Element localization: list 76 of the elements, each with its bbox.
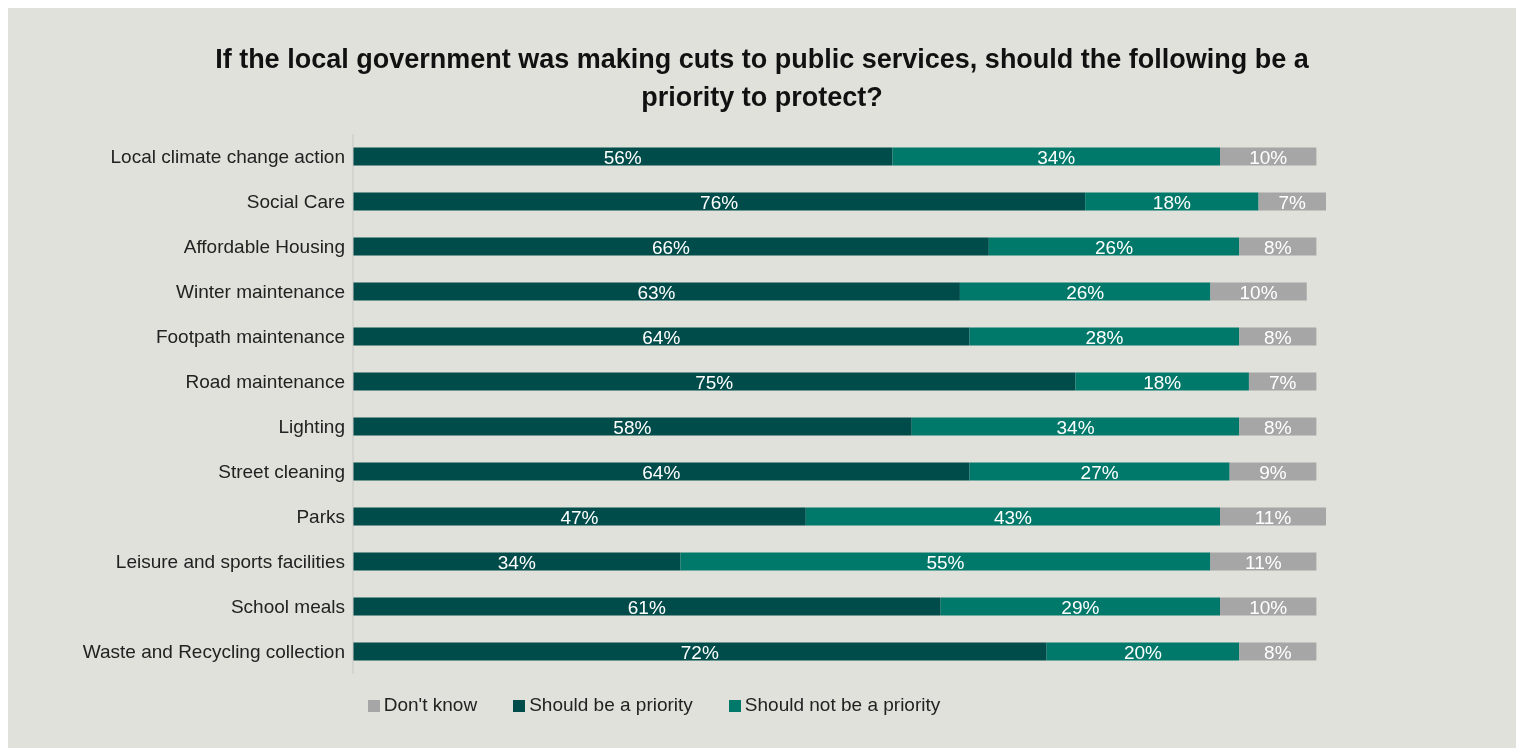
data-label: 56%: [603, 146, 642, 168]
y-tick-label: Parks: [296, 506, 345, 528]
bar: [940, 597, 1221, 616]
y-tick-label: Footpath maintenance: [155, 326, 345, 348]
bar: [1085, 192, 1259, 211]
data-label: 7%: [1278, 191, 1307, 213]
bar: [1075, 372, 1249, 391]
data-label: 18%: [1143, 371, 1182, 393]
data-label: 63%: [637, 281, 676, 303]
data-label: 20%: [1123, 641, 1163, 663]
data-label: 8%: [1264, 236, 1292, 258]
y-tick-label: Social Care: [246, 191, 345, 213]
bar: [988, 237, 1240, 256]
data-label: 64%: [642, 326, 681, 348]
data-label: 10%: [1249, 146, 1288, 168]
data-label: 8%: [1264, 326, 1292, 348]
bar: [969, 462, 1230, 481]
bar: [353, 507, 806, 526]
bar: [1046, 642, 1240, 661]
data-label: 28%: [1085, 326, 1124, 348]
bar: [353, 462, 970, 481]
y-tick-label: Waste and Recycling collection: [82, 641, 345, 663]
data-label: 11%: [1254, 506, 1292, 528]
legend-label: Should not be a priority: [744, 694, 941, 715]
data-label: 34%: [497, 551, 536, 573]
data-label: 61%: [627, 596, 666, 618]
y-tick-label: School meals: [230, 596, 345, 618]
legend-label: Don't know: [383, 694, 478, 715]
data-label: 43%: [993, 506, 1033, 528]
data-label: 7%: [1268, 371, 1297, 393]
data-label: 27%: [1080, 461, 1119, 483]
bar: [353, 372, 1076, 391]
bar: [353, 147, 893, 166]
legend-label: Should be a priority: [529, 694, 693, 715]
data-label: 9%: [1259, 461, 1287, 483]
bar: [805, 507, 1221, 526]
y-tick-label: Street cleaning: [218, 461, 345, 483]
data-label: 55%: [926, 551, 965, 573]
data-label: 72%: [680, 641, 719, 663]
bar: [969, 327, 1240, 346]
data-label: 10%: [1239, 281, 1278, 303]
data-label: 58%: [613, 416, 652, 438]
bar: [353, 552, 681, 571]
data-label: 75%: [695, 371, 734, 393]
data-label: 64%: [642, 461, 681, 483]
data-label: 10%: [1249, 596, 1288, 618]
bar: [353, 237, 989, 256]
data-label: 11%: [1245, 551, 1282, 573]
data-label: 34%: [1037, 146, 1076, 168]
y-tick-label: Affordable Housing: [183, 236, 345, 258]
data-label: 8%: [1264, 416, 1292, 438]
y-tick-label: Local climate change action: [110, 146, 345, 168]
bar: [353, 642, 1047, 661]
data-label: 18%: [1152, 191, 1191, 213]
y-tick-label: Lighting: [278, 416, 345, 438]
data-label: 47%: [560, 506, 599, 528]
bar: [911, 417, 1240, 436]
chart-title: If the local government was making cuts to public services, should the following be a priority to protect?: [214, 43, 1310, 114]
bar: [353, 417, 912, 436]
data-label: 34%: [1056, 416, 1095, 438]
bar: [353, 282, 960, 301]
data-label: 76%: [700, 191, 739, 213]
bar: [353, 327, 970, 346]
y-tick-label: Road maintenance: [185, 371, 345, 393]
bar: [353, 192, 1086, 211]
data-label: 29%: [1061, 596, 1100, 618]
bar: [892, 147, 1221, 166]
data-label: 26%: [1095, 236, 1134, 258]
y-tick-label: Winter maintenance: [176, 281, 345, 303]
y-tick-label: Leisure and sports facilities: [115, 551, 345, 573]
data-label: 8%: [1264, 641, 1292, 663]
data-label: 66%: [651, 236, 691, 258]
bar: [680, 552, 1211, 571]
bar: [353, 597, 941, 616]
bar: [959, 282, 1211, 301]
data-label: 26%: [1066, 281, 1105, 303]
